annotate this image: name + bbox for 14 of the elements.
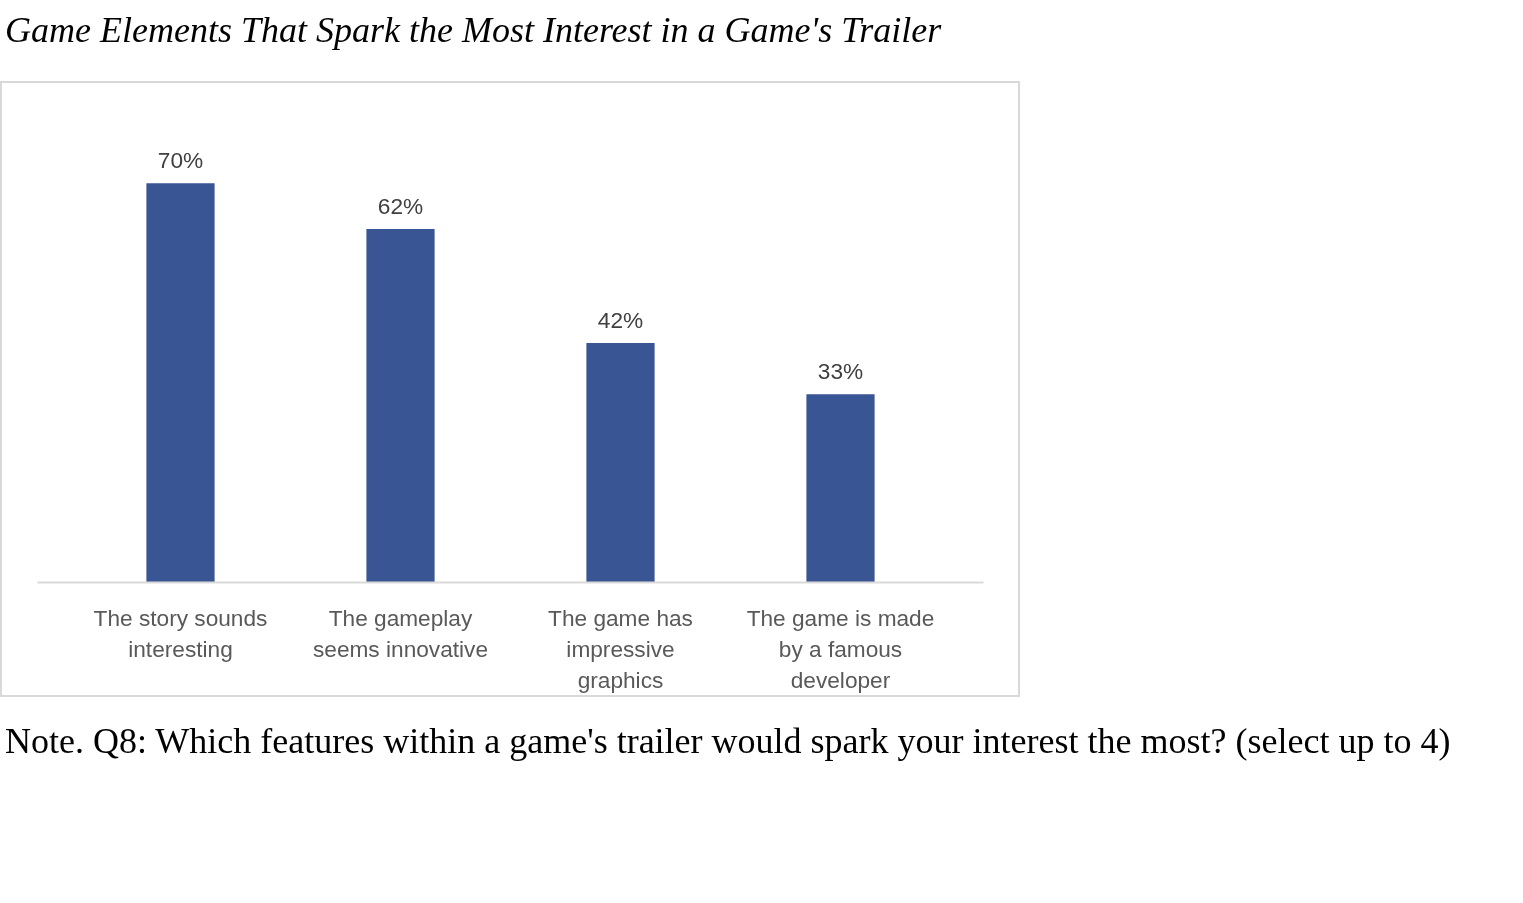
x-tick-label: The story sounds interesting [93,604,268,663]
data-label: 33% [817,358,864,385]
bar [586,343,655,583]
data-label: 70% [157,147,204,174]
x-tick-label: The game is made by a famous developer [746,604,935,694]
bar [146,183,215,583]
bar [806,394,875,583]
text: Note. Q8: Which features within a game's trailer would spark your interest the most? (select up to 4) [5,720,1451,764]
data-label: 62% [377,193,424,220]
x-tick-label: The game has impressive graphics [548,604,693,694]
data-label: 42% [597,307,644,334]
chart-title: Game Elements That Spark the Most Interest in a Game's Trailer [5,9,942,52]
bar [366,229,435,583]
x-tick-label: The gameplay seems innovative [312,604,489,663]
